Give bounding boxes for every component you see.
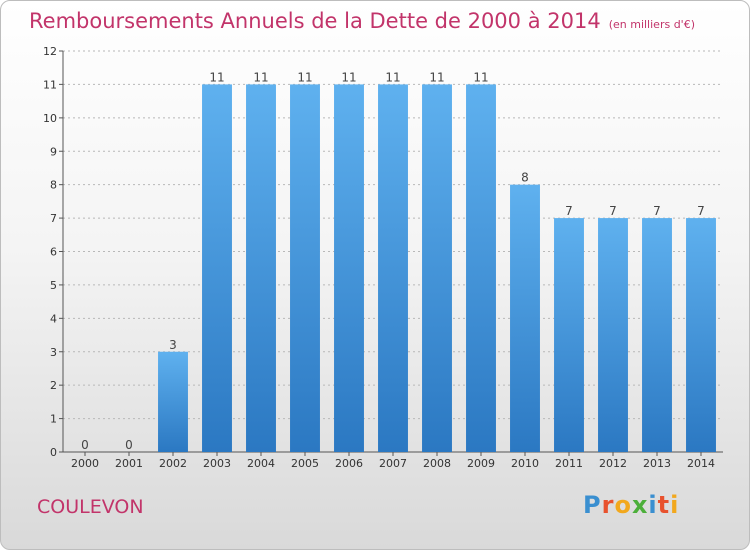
- logo-letter: x: [631, 491, 649, 519]
- chart-title-text: Remboursements Annuels de la Dette de 20…: [29, 9, 601, 33]
- y-tick-label: 6: [50, 246, 57, 259]
- x-tick-label: 2010: [511, 457, 539, 470]
- bar: [290, 84, 320, 453]
- bar: [246, 84, 276, 453]
- x-tick-label: 2003: [203, 457, 231, 470]
- x-tick-label: 2014: [687, 457, 715, 470]
- bar-value-label: 0: [125, 438, 133, 452]
- x-tick-label: 2008: [423, 457, 451, 470]
- bar: [510, 184, 540, 452]
- y-tick-label: 9: [50, 145, 57, 158]
- bar-value-label: 3: [169, 338, 177, 352]
- y-tick-label: 12: [43, 45, 57, 58]
- bar-value-label: 11: [341, 70, 356, 84]
- x-tick-label: 2000: [71, 457, 99, 470]
- y-tick-label: 3: [50, 346, 57, 359]
- y-tick-label: 8: [50, 179, 57, 192]
- x-axis: 2000 2001 2002 2003 2004 2005 2006 2007 2008 2009…: [63, 451, 723, 470]
- x-tick-label: 2013: [643, 457, 671, 470]
- bar: [422, 84, 452, 453]
- bar: [378, 84, 408, 453]
- proxiti-logo: Proxiti: [583, 491, 679, 519]
- y-tick-label: 11: [43, 78, 57, 91]
- y-tick-label: 1: [50, 413, 57, 426]
- x-tick-label: 2009: [467, 457, 495, 470]
- commune-name: COULEVON: [37, 496, 144, 518]
- x-tick-label: 2006: [335, 457, 363, 470]
- x-tick-label: 2012: [599, 457, 627, 470]
- bar-value-label: 11: [429, 70, 444, 84]
- y-tick-label: 7: [50, 212, 57, 225]
- x-tick-label: 2007: [379, 457, 407, 470]
- bars: 0 0 3 11 11 11 11 11 11 11 8 7 7 7 7: [81, 70, 716, 453]
- bar: [466, 84, 496, 453]
- bar-value-label: 7: [609, 204, 617, 218]
- logo-letter: o: [614, 491, 632, 519]
- chart-title: Remboursements Annuels de la Dette de 20…: [29, 9, 695, 33]
- logo-letter: i: [648, 491, 658, 519]
- bar-value-label: 11: [209, 70, 224, 84]
- bar-value-label: 11: [473, 70, 488, 84]
- y-tick-label: 5: [50, 279, 57, 292]
- y-tick-label: 0: [50, 446, 57, 459]
- bar: [334, 84, 364, 453]
- x-tick-label: 2004: [247, 457, 275, 470]
- bar: [202, 84, 232, 453]
- y-tick-label: 4: [50, 312, 57, 325]
- y-tick-label: 10: [43, 112, 57, 125]
- bar-value-label: 11: [297, 70, 312, 84]
- logo-letter: i: [670, 491, 680, 519]
- chart-unit-note: (en milliers d'€): [608, 18, 695, 31]
- bar: [554, 218, 584, 452]
- bar-value-label: 11: [385, 70, 400, 84]
- x-tick-label: 2005: [291, 457, 319, 470]
- bar-value-label: 7: [565, 204, 573, 218]
- logo-letter: r: [601, 491, 615, 519]
- x-tick-label: 2001: [115, 457, 143, 470]
- bar: [598, 218, 628, 452]
- bar-value-label: 7: [697, 204, 705, 218]
- bar-value-label: 0: [81, 438, 89, 452]
- bar-value-label: 7: [653, 204, 661, 218]
- bar: [642, 218, 672, 452]
- bar: [158, 351, 188, 452]
- logo-letter: t: [657, 491, 671, 519]
- x-tick-label: 2002: [159, 457, 187, 470]
- bar-value-label: 8: [521, 171, 529, 185]
- logo-letter: P: [583, 491, 602, 519]
- bar-value-label: 11: [253, 70, 268, 84]
- bar: [686, 218, 716, 452]
- y-tick-label: 2: [50, 379, 57, 392]
- x-tick-label: 2011: [555, 457, 583, 470]
